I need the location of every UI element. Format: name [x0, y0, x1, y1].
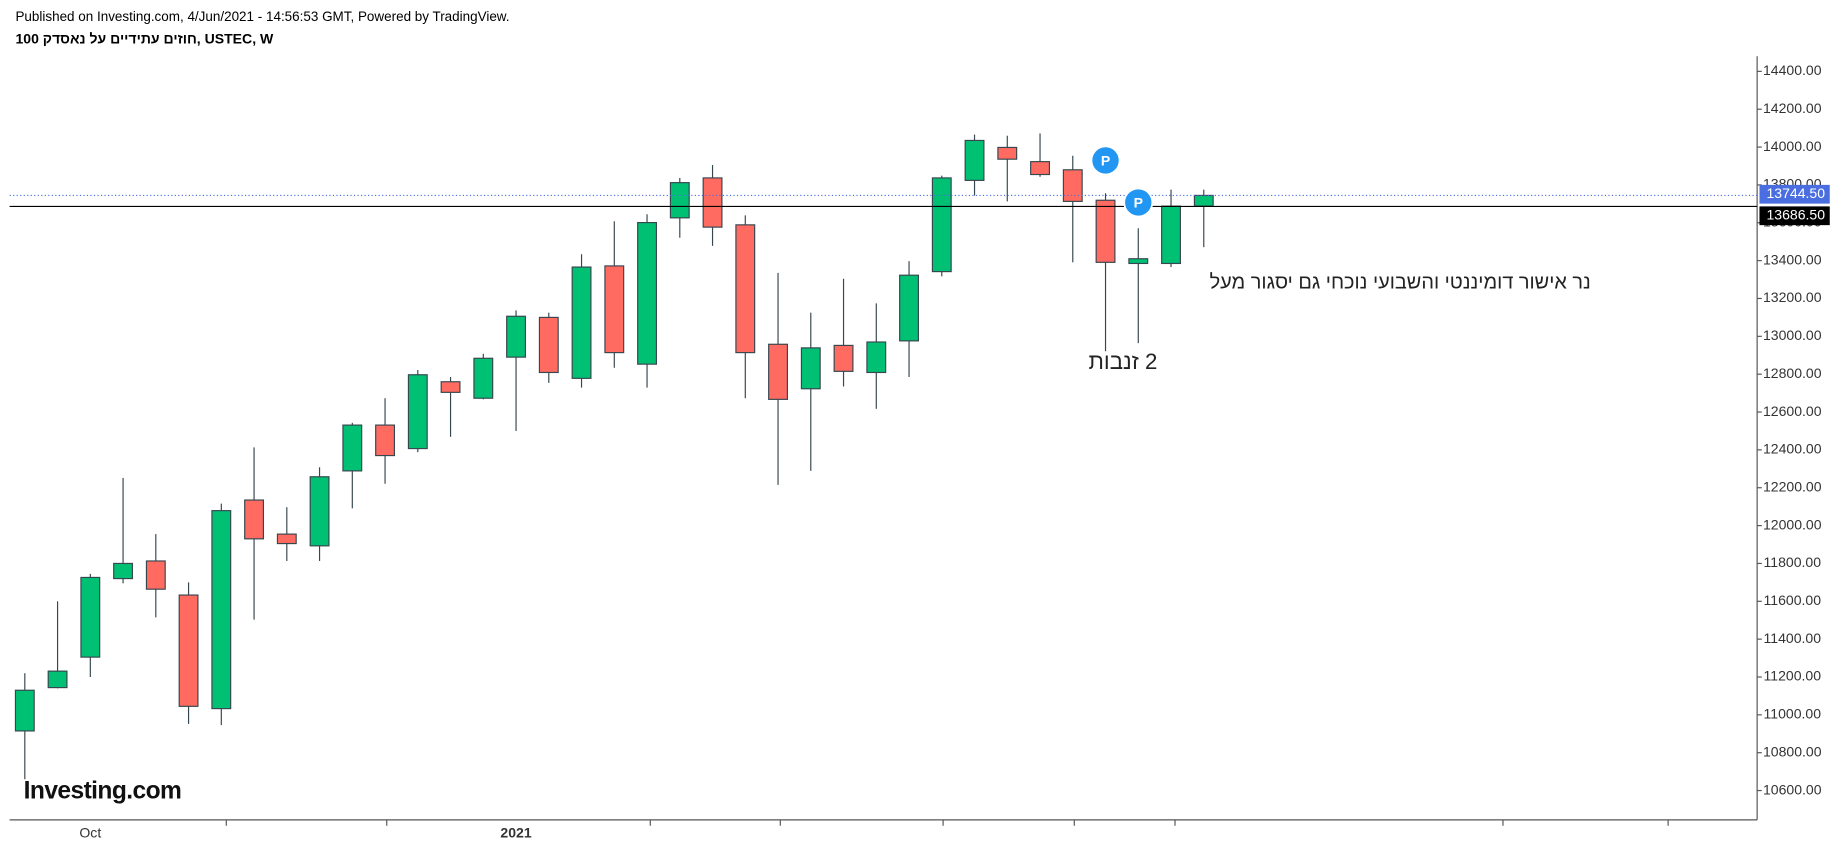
candle-body: [80, 576, 101, 658]
candle-body: [342, 424, 363, 472]
candle-body: [1062, 169, 1083, 202]
y-tick-label: 12200.00: [1763, 478, 1822, 494]
candle-body: [473, 357, 494, 399]
candle-body: [14, 689, 35, 732]
header: Published on Investing.com, 4/Jun/2021 -…: [15, 9, 509, 24]
y-tick-label: 10600.00: [1763, 781, 1822, 797]
candle-body: [1095, 199, 1116, 263]
y-tick-label: 12000.00: [1763, 516, 1822, 532]
marker: [1090, 145, 1121, 176]
y-tick-label: 10800.00: [1763, 743, 1822, 759]
y-tick-label: 12600.00: [1763, 403, 1822, 419]
candle-body: [1161, 205, 1181, 265]
marker-label: P: [1134, 194, 1143, 210]
candle-body: [604, 265, 625, 354]
candle-body: [440, 381, 461, 393]
annotation: נר אישור דומיננטי והשבועי נוכחי גם יסגור…: [1210, 272, 1591, 294]
price-label-bg: [1759, 184, 1830, 204]
candle-body: [113, 562, 134, 580]
candle-body: [506, 315, 527, 358]
candle-body: [1128, 258, 1149, 265]
candle-body: [145, 560, 166, 590]
candle-body: [178, 594, 199, 707]
candle-body: [1030, 161, 1050, 176]
y-tick-label: 11800.00: [1763, 554, 1821, 570]
candle-body: [768, 343, 788, 400]
price-label-bg: [1759, 206, 1830, 226]
marker: [1123, 187, 1154, 218]
candle-body: [964, 139, 985, 181]
candle-body: [211, 510, 232, 710]
y-tick-label: 11000.00: [1763, 706, 1821, 722]
candle-body: [407, 374, 428, 450]
y-tick-label: 13200.00: [1763, 289, 1822, 305]
y-tick-label: 14200.00: [1763, 100, 1822, 116]
y-tick-label: 13000.00: [1763, 327, 1822, 343]
marker-label: P: [1101, 152, 1110, 168]
price-label: 13744.50: [1766, 185, 1825, 201]
candle-body: [276, 533, 297, 545]
candle-body: [833, 344, 854, 372]
annotation: 2 זנבות: [1089, 349, 1158, 374]
candle-body: [571, 266, 592, 379]
candle-body: [375, 424, 396, 457]
y-tick-label: 14000.00: [1763, 138, 1822, 154]
y-tick-label: 12400.00: [1763, 441, 1822, 457]
y-tick-label: 11200.00: [1763, 668, 1821, 684]
candle-body: [244, 499, 265, 540]
candle-body: [538, 316, 559, 374]
candle-body: [997, 146, 1018, 160]
candle-body: [866, 341, 887, 374]
candle-body: [47, 670, 68, 689]
candle-body: [669, 182, 690, 219]
candle-body: [800, 347, 821, 390]
x-tick-label: 2021: [500, 825, 531, 841]
y-tick-label: 11600.00: [1763, 592, 1821, 608]
y-tick-label: 12800.00: [1763, 365, 1822, 381]
candle-body: [1193, 194, 1214, 207]
y-tick-label: 11400.00: [1763, 630, 1821, 646]
logo: Investing.com: [24, 777, 182, 804]
y-tick-label: 14400.00: [1763, 62, 1822, 78]
candle-body: [702, 177, 723, 228]
y-tick-label: 13400.00: [1763, 251, 1822, 267]
x-tick-label: Oct: [79, 825, 101, 841]
candle-body: [899, 274, 919, 342]
candle-body: [735, 224, 756, 354]
candle-body: [931, 177, 952, 273]
chart-title: חוזים עתידיים על נאסדק 100, USTEC, W: [15, 31, 274, 47]
x-axis-ticks: [225, 819, 1669, 826]
price-label: 13686.50: [1766, 206, 1825, 222]
candle-body: [309, 476, 330, 547]
candle-body: [637, 221, 658, 365]
